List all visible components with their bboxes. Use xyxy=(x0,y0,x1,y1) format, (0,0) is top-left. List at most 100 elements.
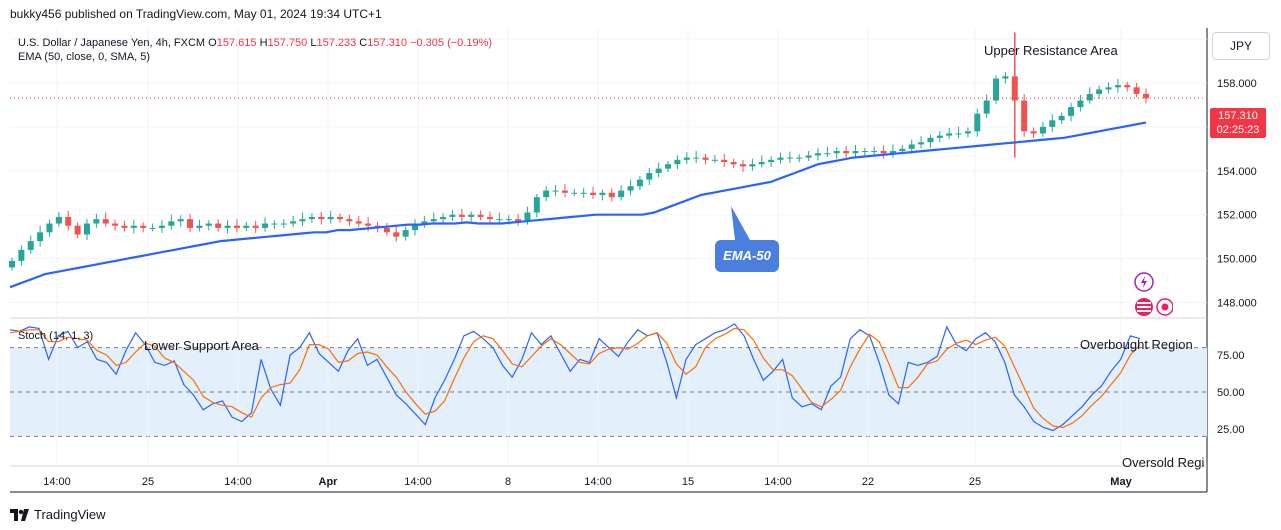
candle-body xyxy=(1021,100,1028,132)
candle-body xyxy=(580,192,587,194)
candle-body xyxy=(749,164,756,167)
candle-body xyxy=(936,135,943,138)
candle-body xyxy=(411,223,418,231)
bar-countdown: 02:25:23 xyxy=(1216,124,1260,136)
price-tick-label: 158.000 xyxy=(1217,78,1257,90)
candle-body xyxy=(777,157,784,160)
candle-body xyxy=(121,225,128,228)
candle-body xyxy=(1058,115,1065,121)
indicator-icons xyxy=(1133,272,1174,327)
time-tick-label: 25 xyxy=(969,476,981,488)
candle-body xyxy=(852,151,859,154)
ema-callout-pointer xyxy=(731,206,750,240)
ema-50-line xyxy=(9,121,1147,289)
upper-resistance-label: Upper Resistance Area xyxy=(984,43,1118,58)
time-tick-label: May xyxy=(1110,476,1132,488)
candle-body xyxy=(1086,93,1093,101)
currency-selector[interactable]: JPY xyxy=(1212,32,1270,60)
stoch-k-line xyxy=(9,323,1141,432)
candle-body xyxy=(149,227,156,229)
candle-body xyxy=(83,223,90,235)
chart-legend: U.S. Dollar / Japanese Yen, 4h, FXCM O15… xyxy=(18,36,492,64)
candle-body xyxy=(327,216,334,220)
candle-body xyxy=(215,223,222,228)
candle-body xyxy=(974,113,981,132)
last-price: 157.310 xyxy=(1218,110,1258,122)
candle-body xyxy=(140,225,147,228)
candle-body xyxy=(468,214,475,217)
candle-body xyxy=(880,151,887,154)
candle-body xyxy=(599,192,606,195)
candle-body xyxy=(964,131,971,134)
candle-body xyxy=(608,192,615,198)
candle-body xyxy=(271,223,278,225)
time-tick-label: 25 xyxy=(142,476,154,488)
candle-body xyxy=(224,225,231,228)
lightning-icon[interactable] xyxy=(1134,272,1154,292)
flag-stripe xyxy=(1137,306,1151,308)
change-value: −0.305 (−0.19%) xyxy=(410,37,493,49)
lightning-glyph xyxy=(1141,276,1147,288)
candle-body xyxy=(552,190,559,192)
open-label: O xyxy=(208,37,217,49)
candle-body xyxy=(590,192,597,195)
candle-body xyxy=(337,216,344,220)
candle-body xyxy=(655,168,662,173)
price-tick-label: 150.000 xyxy=(1217,254,1257,266)
candle-body xyxy=(93,219,100,224)
candle-body xyxy=(1096,89,1103,94)
candle-body xyxy=(355,221,362,224)
candle-body xyxy=(899,148,906,152)
candle-body xyxy=(177,219,184,222)
time-tick-label: 14:00 xyxy=(224,476,252,488)
japan-flag-dot xyxy=(1161,303,1169,311)
candle-body xyxy=(262,223,269,228)
candle-body xyxy=(440,216,447,220)
candle-body xyxy=(233,225,240,228)
symbol-name: U.S. Dollar / Japanese Yen, 4h, FXCM xyxy=(18,37,206,49)
candle-body xyxy=(1039,126,1046,134)
candle-body xyxy=(299,219,306,222)
candle-body xyxy=(730,162,737,165)
candle-body xyxy=(449,214,456,217)
candle-body xyxy=(861,151,868,153)
candle-body xyxy=(421,221,428,224)
stoch-tick-label: 50.00 xyxy=(1217,387,1245,399)
candle-body xyxy=(402,230,409,237)
ema-legend: EMA (50, close, 0, SMA, 5) xyxy=(18,51,151,63)
candle-body xyxy=(18,249,25,261)
candle-body xyxy=(252,225,259,228)
time-tick-label: 14:00 xyxy=(43,476,71,488)
tradingview-logo[interactable]: TradingView xyxy=(10,507,106,522)
candle-body xyxy=(383,227,390,233)
symbol-line: U.S. Dollar / Japanese Yen, 4h, FXCM O15… xyxy=(18,36,492,50)
candle-body xyxy=(721,159,728,163)
candle-body xyxy=(824,153,831,155)
candle-body xyxy=(843,151,850,154)
candle-body xyxy=(65,216,72,226)
candle-body xyxy=(365,223,372,226)
candle-body xyxy=(533,197,540,213)
candle-body xyxy=(308,216,315,220)
overbought-label: Overbought Region xyxy=(1080,337,1193,352)
candle-body xyxy=(168,221,175,226)
price-tick-label: 154.000 xyxy=(1217,166,1257,178)
candle-body xyxy=(1124,85,1131,88)
candle-body xyxy=(505,219,512,221)
candle-body xyxy=(983,100,990,114)
candle-body xyxy=(477,214,484,217)
candle-body xyxy=(74,225,81,235)
stoch-tick-label: 25.00 xyxy=(1217,424,1245,436)
candle-body xyxy=(665,164,672,169)
candle-body xyxy=(196,225,203,228)
tv-logo-icon xyxy=(10,508,29,521)
candle-body xyxy=(102,219,109,224)
low-label: L xyxy=(310,37,317,49)
candle-body xyxy=(627,186,634,191)
candle-body xyxy=(1133,87,1140,94)
candle-body xyxy=(9,260,15,268)
candle-body xyxy=(1114,85,1121,88)
time-tick-label: Apr xyxy=(319,476,339,488)
candle-body xyxy=(393,232,400,237)
